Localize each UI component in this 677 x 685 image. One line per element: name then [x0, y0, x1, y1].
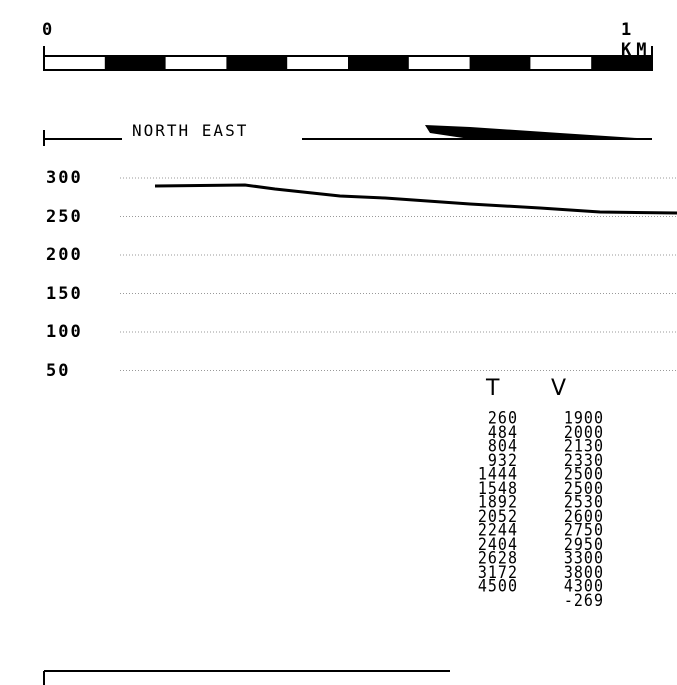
elevation-tick-label: 50	[46, 360, 71, 381]
v-value: 2500	[563, 463, 604, 484]
t-value: 932	[487, 449, 518, 470]
v-value: 4300	[563, 575, 604, 596]
column-header-t: T	[486, 376, 500, 401]
v-value: 2530	[563, 491, 604, 512]
scale-segment-black	[348, 56, 409, 70]
profile-header	[43, 125, 652, 146]
t-value: 260	[487, 407, 518, 428]
elevation-tick-label: 200	[46, 245, 83, 265]
v-value: 2950	[563, 533, 604, 554]
v-value: -269	[563, 589, 604, 610]
terrain-profile-line	[154, 183, 677, 215]
bottom-bracket	[43, 670, 450, 685]
t-value: 1892	[477, 491, 518, 512]
t-value: 2404	[477, 533, 518, 554]
column-header-v: V	[551, 376, 567, 401]
v-values-column: 1900 2000 2130 2330 2500 2500 2530 2600 2750 2950…	[538, 407, 604, 610]
t-value: 1548	[477, 477, 518, 498]
t-values-column: 260 484 804 932 1444 1548 1892 2052 2244 2404 2628…	[452, 407, 518, 596]
v-value: 3800	[563, 561, 604, 582]
t-value: 804	[487, 435, 518, 456]
v-value: 2330	[563, 449, 604, 470]
t-value: 1444	[477, 463, 518, 484]
v-value: 2600	[563, 505, 604, 526]
v-value: 2500	[563, 477, 604, 498]
scale-start-label: 0	[42, 20, 54, 40]
elevation-tick-label: 300	[46, 168, 83, 188]
direction-label: NORTH EAST	[132, 121, 249, 140]
v-value: 2000	[563, 421, 604, 442]
scale-bar-segments	[104, 56, 652, 70]
wedge-marker	[425, 125, 652, 139]
scale-segment-black	[104, 56, 166, 70]
scale-segment-black	[469, 56, 531, 70]
v-value: 1900	[563, 407, 604, 428]
elevation-grid	[120, 177, 677, 371]
t-value: 2628	[477, 547, 518, 568]
scale-segment-black	[591, 56, 652, 70]
v-value: 3300	[563, 547, 604, 568]
v-value: 2130	[563, 435, 604, 456]
t-value: 2052	[477, 505, 518, 526]
elevation-tick-label: 100	[46, 322, 83, 342]
t-value: 4500	[477, 575, 518, 596]
t-value: 3172	[477, 561, 518, 582]
t-value: 484	[487, 421, 518, 442]
scale-segment-black	[226, 56, 288, 70]
elevation-tick-label: 250	[46, 206, 83, 227]
v-value: 2750	[563, 519, 604, 540]
t-value: 2244	[477, 519, 518, 540]
elevation-tick-label: 150	[46, 283, 83, 304]
scale-bar	[43, 46, 653, 71]
